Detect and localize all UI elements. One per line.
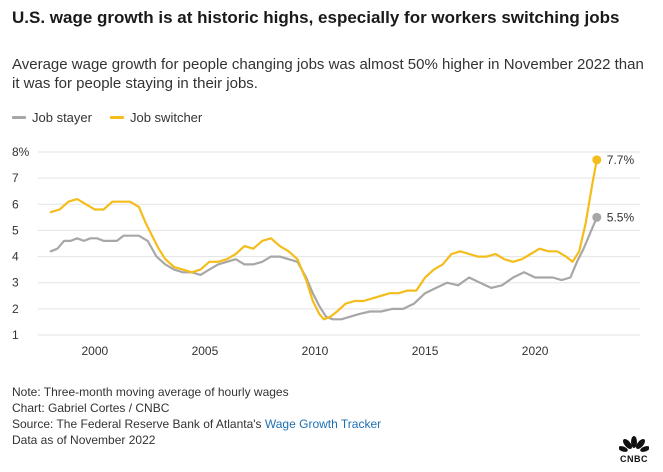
legend-label-job-stayer: Job stayer — [32, 110, 92, 125]
chart-title: U.S. wage growth is at historic highs, e… — [12, 8, 620, 27]
legend-item-job-stayer: Job stayer — [12, 110, 92, 125]
y-tick-label-5: 5 — [12, 223, 19, 237]
x-tick-label-2015: 2015 — [412, 344, 439, 358]
legend-label-job-switcher: Job switcher — [129, 110, 203, 125]
wage-growth-tracker-link[interactable]: Wage Growth Tracker — [264, 417, 382, 431]
y-tick-label-7: 7 — [12, 171, 19, 185]
line-chart: 1 2 3 4 5 6 7 8% 2000 2005 2010 2015 2020 5.5% 7.7% — [12, 145, 640, 358]
footer-source: Source: The Federal Reserve Bank of Atla… — [12, 416, 381, 432]
legend: Job stayer Job switcher — [12, 110, 220, 125]
y-axis-tick-labels: 1 2 3 4 5 6 7 8% — [12, 145, 30, 342]
series-line-job-stayer — [49, 216, 598, 321]
chart-subtitle: Average wage growth for people changing … — [12, 56, 644, 92]
end-labels: 5.5% 7.7% — [592, 153, 635, 224]
footer-note: Note: Three-month moving average of hour… — [12, 385, 289, 399]
cnbc-logo: CNBC — [619, 435, 649, 464]
y-tick-label-4: 4 — [12, 250, 19, 264]
x-tick-label-2000: 2000 — [81, 344, 108, 358]
y-tick-label-3: 3 — [12, 276, 19, 290]
y-tick-label-2: 2 — [12, 302, 19, 316]
legend-item-job-switcher: Job switcher — [109, 110, 203, 125]
gridlines — [38, 151, 640, 336]
end-label-job-switcher: 7.7% — [607, 153, 635, 167]
footer: Note: Three-month moving average of hour… — [12, 384, 381, 448]
y-tick-label-6: 6 — [12, 197, 19, 211]
cnbc-logo-text: CNBC — [620, 454, 648, 464]
series-lines — [49, 158, 598, 321]
x-tick-label-2005: 2005 — [192, 344, 219, 358]
footer-source-prefix: Source: The Federal Reserve Bank of Atla… — [12, 417, 265, 431]
legend-swatch-job-stayer — [12, 116, 26, 119]
y-tick-label-1: 1 — [12, 328, 19, 342]
end-label-job-stayer: 5.5% — [607, 210, 635, 224]
end-point-job-stayer — [592, 212, 602, 222]
footer-data-as-of: Data as of November 2022 — [12, 433, 156, 447]
peacock-icon — [619, 436, 649, 452]
y-tick-label-8: 8% — [12, 145, 30, 159]
x-tick-label-2010: 2010 — [302, 344, 329, 358]
x-axis-tick-labels: 2000 2005 2010 2015 2020 — [81, 344, 548, 358]
x-tick-label-2020: 2020 — [522, 344, 549, 358]
legend-swatch-job-switcher — [109, 116, 124, 119]
end-point-job-switcher — [592, 155, 602, 165]
footer-chart-credit: Chart: Gabriel Cortes / CNBC — [12, 401, 170, 415]
series-line-job-switcher — [49, 158, 598, 321]
